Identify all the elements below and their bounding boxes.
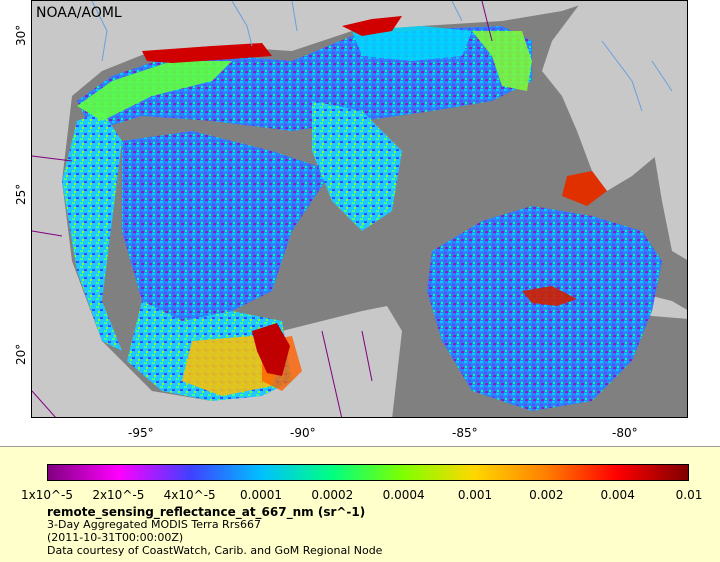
legend-dataset: 3-Day Aggregated MODIS Terra Rrs667 — [47, 518, 261, 531]
east-coast-green — [472, 31, 532, 91]
colorbar-tick-label: 0.01 — [675, 488, 703, 502]
texas-coast-data — [62, 111, 122, 351]
cuba-coast-red — [522, 286, 577, 306]
lon-label-85: -85° — [452, 426, 478, 440]
colorbar-tick-label: 0.0002 — [311, 488, 354, 502]
louisiana-red — [142, 43, 272, 63]
lon-label-95: -95° — [128, 426, 154, 440]
colorbar-tick-label: 0.0001 — [240, 488, 282, 502]
river-lines — [91, 1, 673, 112]
legend-title: remote_sensing_reflectance_at_667_nm (sr… — [47, 505, 366, 519]
big-bend-red — [342, 16, 402, 36]
panhandle-cyan — [352, 26, 472, 61]
north-coast-green — [77, 61, 232, 121]
central-gulf-data — [122, 131, 332, 321]
colorbar-tick-label: 0.002 — [529, 488, 564, 502]
lon-label-80: -80° — [612, 426, 638, 440]
credit-label: NOAA/AOML — [36, 5, 122, 21]
colorbar — [47, 464, 689, 481]
colorbar-tick-label: 4x10^-5 — [163, 488, 216, 502]
colorbar-tick-label: 1x10^-5 — [20, 488, 74, 502]
map-frame[interactable]: NOAA/AOML — [31, 0, 688, 418]
bahamas-land — [652, 136, 687, 260]
legend-time: (2011-10-31T00:00:00Z) — [47, 531, 184, 544]
mid-gulf-patch — [312, 101, 402, 231]
map-canvas[interactable] — [32, 1, 688, 418]
lat-label-20: 20° — [14, 343, 28, 365]
colorbar-tick-label: 2x10^-5 — [92, 488, 145, 502]
legend-courtesy: Data courtesy of CoastWatch, Carib. and … — [47, 544, 383, 557]
florida-land — [542, 1, 687, 191]
caribbean-data — [427, 206, 662, 411]
colorbar-tick-label: 0.004 — [600, 488, 635, 502]
legend-panel: 1x10^-5 2x10^-5 4x10^-5 0.0001 0.0002 0.0004 0… — [0, 446, 720, 562]
lat-label-25: 25° — [14, 183, 28, 205]
yucatan-land — [282, 306, 402, 417]
border-lines — [32, 1, 493, 417]
colorbar-tick-label: 0.0004 — [382, 488, 425, 502]
yucatan-red — [252, 323, 290, 376]
lat-label-30: 30° — [14, 24, 28, 46]
colorbar-tick-label: 0.001 — [457, 488, 493, 502]
florida-keys-red — [562, 171, 607, 206]
lon-label-90: -90° — [290, 426, 316, 440]
